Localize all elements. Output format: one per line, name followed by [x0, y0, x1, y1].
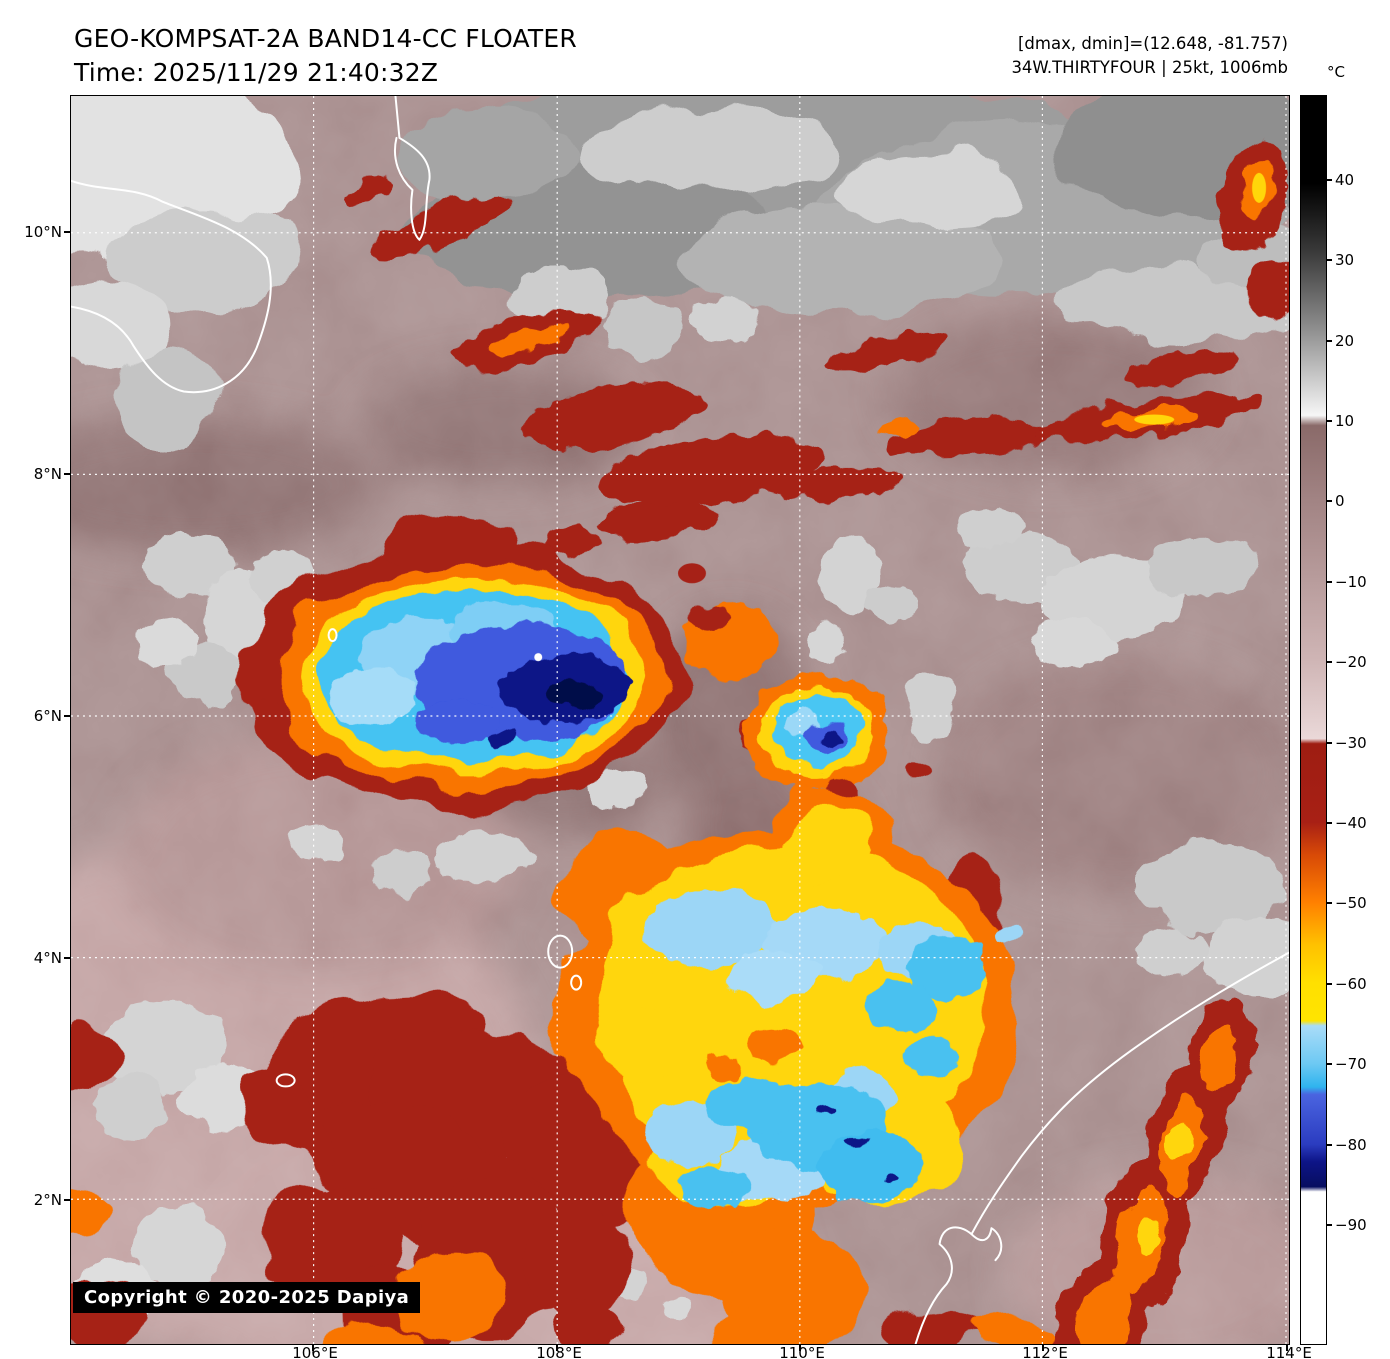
small-convective-system: [681, 602, 892, 792]
lat-tick: [64, 957, 70, 959]
lon-tick: [1042, 1345, 1044, 1351]
colorbar-tick: [1327, 1144, 1332, 1146]
colorbar-tick-label: −70: [1335, 1055, 1367, 1073]
colorbar-tick-label: 0: [1335, 492, 1345, 510]
satellite-map: Copyright © 2020-2025 Dapiya: [70, 95, 1290, 1345]
info-block: [dmax, dmin]=(12.648, -81.757) 34W.THIRT…: [850, 32, 1288, 80]
storm-label: 34W.THIRTYFOUR | 25kt, 1006mb: [1011, 58, 1288, 77]
lat-label: 6°N: [33, 707, 62, 725]
colorbar-tick-label: −80: [1335, 1136, 1367, 1154]
colorbar-tick: [1327, 1063, 1332, 1065]
colorbar-unit-label: °C: [1327, 63, 1345, 81]
colorbar-tick: [1327, 983, 1332, 985]
main-convective-system-west: [245, 517, 724, 808]
colorbar-tick-label: −50: [1335, 894, 1367, 912]
colorbar-tick-label: 20: [1335, 332, 1355, 350]
satellite-imagery: [71, 96, 1289, 1344]
colorbar-tick: [1327, 420, 1332, 422]
lon-label: 112°E: [1022, 1344, 1068, 1359]
lon-label: 110°E: [779, 1344, 825, 1359]
colorbar-tick-label: −30: [1335, 734, 1367, 752]
colorbar-tick: [1327, 259, 1332, 261]
colorbar-tick-label: 30: [1335, 251, 1355, 269]
colorbar-tick-label: −60: [1335, 975, 1367, 993]
coastlines: [71, 96, 1289, 1344]
lat-tick: [64, 715, 70, 717]
lat-tick: [64, 231, 70, 233]
lat-label: 8°N: [33, 465, 62, 483]
lat-label: 4°N: [33, 949, 62, 967]
lon-label: 106°E: [292, 1344, 338, 1359]
graticule: [71, 96, 1289, 1344]
lon-tick: [799, 1345, 801, 1351]
range-label: [dmax, dmin]=(12.648, -81.757): [1018, 34, 1288, 53]
cold-cloud-streaks: [343, 139, 1289, 556]
colorbar-tick-label: 40: [1335, 171, 1355, 189]
colorbar-tick: [1327, 340, 1332, 342]
colorbar-tick: [1327, 1224, 1332, 1226]
temperature-colorbar: [1300, 95, 1327, 1345]
southeast-band: [1054, 996, 1254, 1344]
gray-cloud-masses: [71, 96, 1289, 441]
lat-tick: [64, 473, 70, 475]
colorbar-tick: [1327, 179, 1332, 181]
colorbar-tick-label: −10: [1335, 573, 1367, 591]
colorbar-tick: [1327, 822, 1332, 824]
lon-tick: [312, 1345, 314, 1351]
colorbar-tick-label: −40: [1335, 814, 1367, 832]
lon-tick: [556, 1345, 558, 1351]
colorbar-tick: [1327, 500, 1332, 502]
colorbar-tick-label: −20: [1335, 653, 1367, 671]
copyright-badge: Copyright © 2020-2025 Dapiya: [73, 1282, 421, 1313]
colorbar-tick-label: −90: [1335, 1216, 1367, 1234]
lon-tick: [1286, 1345, 1288, 1351]
colorbar-tick: [1327, 581, 1332, 583]
lat-tick: [64, 1199, 70, 1201]
lat-label: 2°N: [33, 1191, 62, 1209]
colorbar-tick: [1327, 902, 1332, 904]
colorbar-tick-label: 10: [1335, 412, 1355, 430]
colorbar-tick: [1327, 742, 1332, 744]
lon-label: 114°E: [1266, 1344, 1312, 1359]
timestamp-label: Time: 2025/11/29 21:40:32Z: [74, 58, 439, 87]
colorbar-tick: [1327, 661, 1332, 663]
lat-label: 10°N: [24, 223, 62, 241]
southern-convective-complex: [71, 761, 1056, 1344]
lon-label: 108°E: [536, 1344, 582, 1359]
page-title: GEO-KOMPSAT-2A BAND14-CC FLOATER: [74, 24, 577, 53]
